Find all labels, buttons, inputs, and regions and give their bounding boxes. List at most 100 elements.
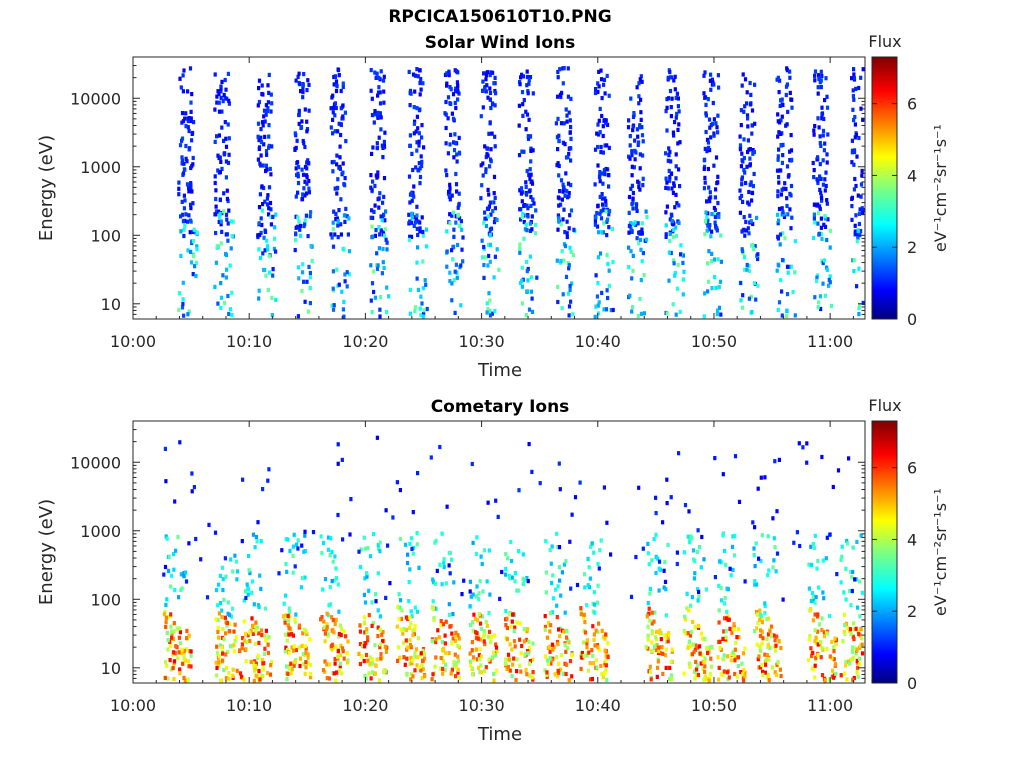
- flux-cell: [308, 637, 312, 642]
- flux-cell: [743, 646, 747, 651]
- flux-cell: [515, 620, 519, 625]
- flux-cell: [224, 251, 228, 257]
- flux-cell: [474, 635, 478, 641]
- flux-cell: [189, 165, 193, 171]
- flux-cell: [685, 606, 689, 611]
- flux-cell: [267, 72, 271, 77]
- flux-cell: [189, 109, 193, 114]
- flux-cell: [727, 617, 731, 622]
- flux-cell: [332, 303, 336, 308]
- flux-cell: [440, 582, 444, 587]
- flux-cell: [566, 181, 571, 186]
- flux-cell: [306, 78, 310, 83]
- flux-cell: [471, 628, 475, 633]
- flux-cell: [708, 148, 712, 153]
- flux-cell: [244, 595, 248, 601]
- flux-cell: [708, 645, 712, 650]
- flux-cell: [597, 566, 601, 571]
- flux-cell: [793, 313, 797, 318]
- flux-cell: [555, 615, 559, 620]
- flux-cell: [860, 636, 864, 641]
- flux-cell: [178, 440, 182, 445]
- flux-cell: [450, 298, 454, 303]
- flux-cell: [677, 122, 681, 127]
- flux-cell: [227, 152, 231, 157]
- flux-cell: [456, 85, 460, 90]
- flux-cell: [715, 228, 719, 233]
- flux-cell: [586, 583, 590, 588]
- flux-cell: [848, 588, 852, 593]
- flux-cell: [858, 302, 862, 307]
- flux-cell: [170, 632, 174, 637]
- flux-cell: [483, 144, 487, 149]
- flux-cell: [485, 579, 489, 584]
- flux-cell: [169, 584, 173, 589]
- flux-cell: [653, 644, 657, 649]
- flux-cell: [178, 641, 183, 646]
- flux-cell: [302, 186, 306, 191]
- flux-cell: [820, 112, 824, 117]
- flux-cell: [525, 269, 529, 274]
- flux-cell: [163, 446, 167, 451]
- flux-cell: [481, 79, 485, 84]
- flux-cell: [825, 237, 829, 243]
- flux-cell: [299, 233, 303, 238]
- flux-cell: [600, 628, 604, 633]
- flux-cell: [721, 531, 725, 536]
- flux-cell: [325, 622, 329, 627]
- flux-cell: [668, 88, 673, 94]
- flux-cell: [683, 503, 688, 508]
- flux-cell: [668, 665, 672, 670]
- flux-cell: [522, 220, 526, 225]
- flux-cell: [401, 631, 405, 636]
- flux-cell: [857, 211, 861, 216]
- flux-cell: [596, 144, 600, 150]
- flux-cell: [648, 591, 652, 596]
- flux-cell: [826, 132, 830, 137]
- flux-cell: [285, 569, 289, 574]
- flux-cell: [300, 167, 304, 172]
- flux-cell: [177, 650, 181, 655]
- flux-cell: [187, 541, 191, 546]
- flux-cell: [370, 187, 374, 192]
- flux-cell: [781, 153, 785, 158]
- flux-cell: [417, 168, 421, 173]
- flux-cell: [631, 268, 635, 273]
- flux-cell: [632, 222, 636, 227]
- flux-cell: [244, 659, 248, 664]
- flux-cell: [550, 580, 554, 586]
- flux-cell: [818, 140, 822, 146]
- flux-cell: [446, 151, 450, 156]
- flux-cell: [515, 657, 519, 662]
- flux-cell: [558, 189, 562, 194]
- flux-cell: [674, 176, 678, 181]
- flux-cell: [629, 186, 633, 191]
- flux-cell: [740, 83, 744, 88]
- flux-cell: [730, 544, 735, 549]
- x-tick-label: 10:00: [110, 332, 156, 351]
- solar-wind-panel-title: Solar Wind Ions: [425, 33, 576, 53]
- flux-cell: [440, 531, 444, 536]
- flux-cell: [477, 612, 481, 617]
- flux-cell: [753, 629, 757, 634]
- flux-cell: [749, 294, 753, 299]
- flux-cell: [260, 658, 264, 663]
- flux-cell: [681, 277, 685, 282]
- flux-cell: [556, 227, 560, 232]
- flux-cell: [169, 612, 173, 617]
- flux-cell: [753, 281, 757, 286]
- flux-cell: [264, 103, 268, 108]
- flux-cell: [525, 83, 529, 88]
- flux-cell: [663, 559, 667, 565]
- flux-cell: [375, 657, 379, 662]
- flux-cell: [433, 664, 437, 669]
- flux-cell: [789, 264, 793, 269]
- flux-cell: [530, 227, 534, 232]
- flux-cell: [180, 212, 185, 217]
- flux-cell: [561, 292, 565, 297]
- flux-cell: [558, 667, 563, 672]
- flux-cell: [192, 485, 196, 490]
- flux-cell: [214, 617, 218, 622]
- flux-cell: [362, 620, 366, 625]
- flux-cell: [413, 89, 417, 94]
